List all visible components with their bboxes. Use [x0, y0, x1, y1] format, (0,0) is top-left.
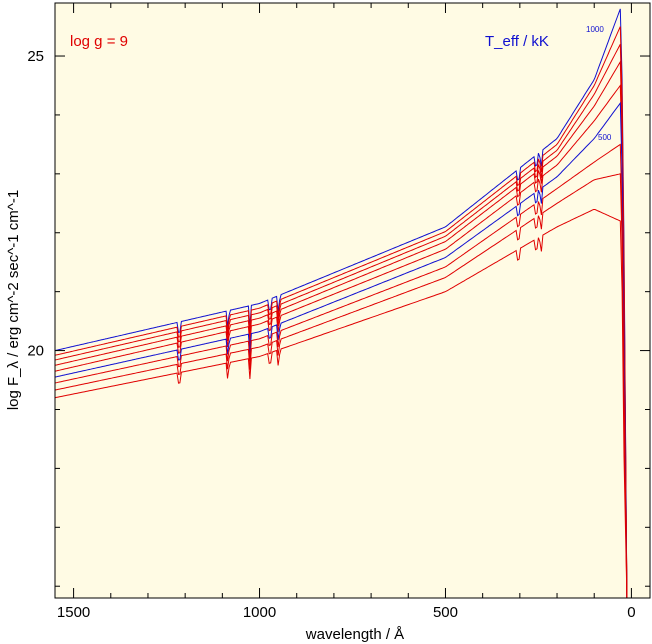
tick-group	[55, 3, 650, 598]
spectrum-line-teff-700	[54, 60, 628, 599]
spectrum-line-teff-500	[54, 101, 628, 599]
x-tick-label: 1500	[57, 604, 90, 621]
plot-area	[55, 3, 650, 598]
spectrum-line-teff-300	[54, 173, 628, 599]
spectrum-line-teff-200	[54, 209, 628, 599]
teff-annotation: T_eff / kK	[485, 33, 549, 50]
mid-value-annotation: 500	[598, 133, 612, 142]
gravity-annotation: log g = 9	[70, 33, 128, 50]
y-tick-label: 25	[27, 48, 44, 65]
top-value-annotation: 1000	[586, 25, 604, 34]
x-axis-label: wavelength / Å	[305, 626, 404, 643]
y-tick-label: 20	[27, 343, 44, 360]
spectrum-line-teff-800	[54, 43, 628, 599]
series-group	[54, 8, 628, 599]
x-tick-label: 1000	[243, 604, 276, 621]
tick-label-group: 1500 1000 500 0 20 25	[27, 48, 635, 621]
spectrum-line-teff-1000	[54, 8, 628, 599]
plot-frame	[54, 2, 651, 599]
spectrum-line-teff-400	[54, 143, 628, 599]
spectrum-line-teff-600	[54, 84, 628, 599]
y-axis-label: log F_λ / erg cm^-2 sec^-1 cm^-1	[5, 190, 22, 410]
x-tick-label: 500	[433, 604, 458, 621]
spectrum-line-teff-900	[54, 26, 628, 599]
x-tick-label: 0	[627, 604, 635, 621]
